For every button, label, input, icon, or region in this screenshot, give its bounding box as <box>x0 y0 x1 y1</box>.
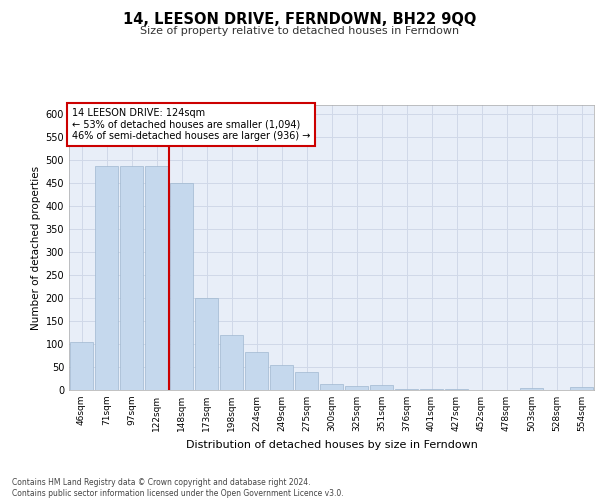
Bar <box>220 335 243 390</box>
Bar <box>295 372 318 390</box>
Bar <box>145 166 168 390</box>
X-axis label: Distribution of detached houses by size in Ferndown: Distribution of detached houses by size … <box>185 440 478 450</box>
Bar <box>420 389 443 390</box>
Bar <box>70 342 93 390</box>
Bar <box>195 298 218 390</box>
Y-axis label: Number of detached properties: Number of detached properties <box>31 166 41 330</box>
Bar <box>120 166 143 390</box>
Bar <box>570 387 593 390</box>
Bar <box>345 386 368 390</box>
Text: 14, LEESON DRIVE, FERNDOWN, BH22 9QQ: 14, LEESON DRIVE, FERNDOWN, BH22 9QQ <box>124 12 476 28</box>
Bar <box>320 384 343 390</box>
Bar <box>395 388 418 390</box>
Text: 14 LEESON DRIVE: 124sqm
← 53% of detached houses are smaller (1,094)
46% of semi: 14 LEESON DRIVE: 124sqm ← 53% of detache… <box>71 108 310 141</box>
Bar <box>95 166 118 390</box>
Bar <box>245 352 268 390</box>
Bar <box>445 389 468 390</box>
Text: Contains HM Land Registry data © Crown copyright and database right 2024.
Contai: Contains HM Land Registry data © Crown c… <box>12 478 344 498</box>
Bar <box>170 183 193 390</box>
Text: Size of property relative to detached houses in Ferndown: Size of property relative to detached ho… <box>140 26 460 36</box>
Bar <box>520 388 543 390</box>
Bar <box>370 386 393 390</box>
Bar <box>270 364 293 390</box>
